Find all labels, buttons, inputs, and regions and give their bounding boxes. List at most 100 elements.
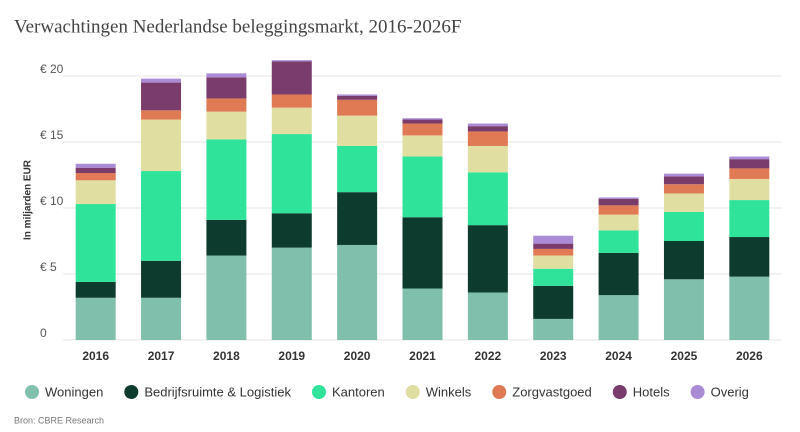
- bar-segment: [271, 247, 312, 340]
- bar-segment: [533, 318, 574, 340]
- x-tick-label: 2024: [605, 349, 632, 363]
- bar-segment: [402, 135, 443, 157]
- legend-label: Bedrijfsruimte & Logistiek: [144, 384, 291, 399]
- legend-label: Zorgvastgoed: [512, 384, 592, 399]
- bar-segment: [75, 281, 116, 298]
- bar-segment: [141, 297, 182, 340]
- bar-segment: [402, 288, 443, 340]
- bar-segment: [598, 252, 639, 296]
- bar-segment: [337, 95, 378, 100]
- legend-label: Overig: [711, 384, 749, 399]
- bar-segment: [206, 98, 247, 112]
- bar-segment: [271, 61, 312, 95]
- x-tick-label: 2021: [409, 349, 436, 363]
- bar-segment: [598, 295, 639, 340]
- bar-segment: [141, 171, 182, 261]
- legend-label: Winkels: [426, 384, 472, 399]
- bar-segment: [402, 156, 443, 218]
- bar-segment: [271, 60, 312, 62]
- x-tick-label: 2022: [475, 349, 502, 363]
- bar-segment: [402, 123, 443, 136]
- bar-segment: [729, 168, 770, 179]
- bar-segment: [729, 237, 770, 277]
- bar-segment: [663, 176, 704, 185]
- bar-segment: [271, 94, 312, 108]
- bar-segment: [206, 73, 247, 78]
- bar-segment: [141, 260, 182, 298]
- bar-segment: [598, 205, 639, 215]
- bar-segment: [337, 94, 378, 96]
- bar-segment: [206, 139, 247, 220]
- y-tick-label: 0: [40, 326, 47, 340]
- bar-segment: [663, 173, 704, 177]
- bar-segment: [729, 159, 770, 169]
- bar-segment: [141, 119, 182, 172]
- bar-segment: [402, 119, 443, 124]
- bar-segment: [467, 145, 508, 173]
- bar-segment: [271, 213, 312, 248]
- bar-segment: [467, 172, 508, 226]
- bar-segment: [75, 180, 116, 205]
- legend-marker: [311, 385, 326, 399]
- bar-segment: [141, 82, 182, 111]
- bar-segment: [75, 167, 116, 174]
- bar-segment: [467, 126, 508, 132]
- y-tick-label: € 10: [40, 194, 64, 208]
- x-tick-label: 2025: [671, 349, 698, 363]
- bar-segment: [663, 184, 704, 194]
- y-tick-label: € 15: [40, 128, 64, 142]
- bar-segment: [663, 211, 704, 241]
- bar-segment: [141, 78, 182, 83]
- x-tick-label: 2018: [213, 349, 240, 363]
- bar-segment: [75, 163, 116, 168]
- legend-marker: [124, 385, 139, 399]
- bar-segment: [271, 107, 312, 135]
- bar-segment: [533, 235, 574, 244]
- bar-segment: [729, 200, 770, 238]
- bar-segment: [533, 255, 574, 269]
- x-tick-label: 2017: [148, 349, 175, 363]
- bar-segment: [598, 214, 639, 231]
- bar-segment: [467, 131, 508, 146]
- x-tick-label: 2023: [540, 349, 567, 363]
- x-tick-label: 2020: [344, 349, 371, 363]
- y-tick-label: € 20: [40, 62, 64, 76]
- bar-segment: [402, 217, 443, 289]
- bar-segment: [271, 134, 312, 214]
- bar-segment: [206, 111, 247, 140]
- legend-marker: [25, 385, 39, 399]
- bar-segment: [206, 77, 247, 99]
- bar-segment: [141, 110, 182, 120]
- legend-marker: [612, 385, 627, 399]
- bar-segment: [598, 197, 639, 199]
- bar-segment: [729, 156, 770, 160]
- bar-segment: [663, 279, 704, 340]
- bar-segment: [533, 268, 574, 286]
- bar-segment: [598, 198, 639, 206]
- bar-segment: [337, 192, 378, 245]
- bar-segment: [337, 99, 378, 116]
- bar-segment: [75, 297, 116, 340]
- bar-segment: [337, 244, 378, 340]
- bar-segment: [337, 115, 378, 146]
- legend-marker: [690, 385, 705, 399]
- bar-segment: [467, 292, 508, 340]
- source: Bron: CBRE Research: [14, 415, 104, 425]
- bar-segment: [533, 243, 574, 249]
- legend-label: Hotels: [633, 384, 670, 399]
- x-tick-label: 2026: [736, 349, 763, 363]
- bar-segment: [402, 118, 443, 120]
- bar-segment: [337, 145, 378, 193]
- legend-marker: [405, 385, 420, 399]
- legend-label: Woningen: [45, 384, 103, 399]
- chart-title: Verwachtingen Nederlandse beleggingsmark…: [14, 16, 461, 37]
- bar-segment: [663, 193, 704, 212]
- bar-segment: [598, 230, 639, 253]
- bar-segment: [533, 285, 574, 319]
- bar-segment: [729, 276, 770, 340]
- x-tick-label: 2019: [278, 349, 305, 363]
- bar-segment: [533, 248, 574, 256]
- x-tick-label: 2016: [82, 349, 109, 363]
- bar-segment: [729, 178, 770, 201]
